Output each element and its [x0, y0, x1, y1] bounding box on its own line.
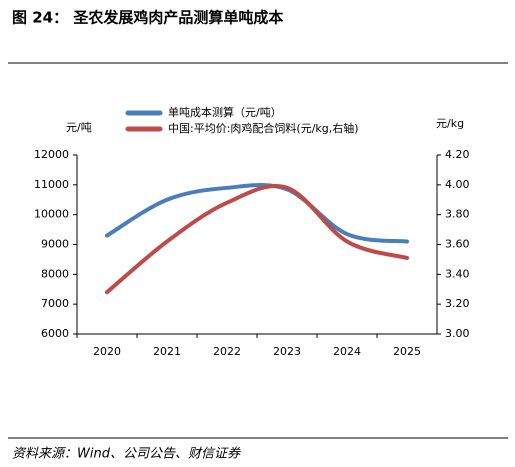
legend-label: 单吨成本测算（元/吨）: [168, 105, 282, 119]
y2-axis-label: 元/kg: [436, 117, 464, 130]
page-title: 图 24： 圣农发展鸡肉产品测算单吨成本: [12, 9, 283, 27]
y2-tick-label: 4.20: [445, 148, 470, 161]
legend-label: 中国:平均价:肉鸡配合饲料(元/kg,右轴): [168, 121, 359, 135]
y-tick-label: 10000: [34, 208, 69, 221]
x-tick-label: 2020: [93, 345, 121, 358]
y-axis-label: 元/吨: [66, 121, 92, 134]
source: 资料来源：Wind、公司公告、财信证券: [12, 447, 241, 462]
y2-tick-label: 3.00: [445, 327, 470, 340]
x-tick-label: 2023: [273, 345, 301, 358]
y-tick-label: 7000: [41, 297, 69, 310]
y2-tick-label: 4.00: [445, 178, 470, 191]
y2-tick-label: 3.20: [445, 297, 470, 310]
x-tick-label: 2021: [153, 345, 181, 358]
series-line: [105, 182, 409, 244]
y-tick-label: 9000: [41, 238, 69, 251]
y-tick-label: 11000: [34, 178, 69, 191]
series-line: [105, 184, 409, 295]
y2-tick-label: 3.60: [445, 238, 470, 251]
x-tick-label: 2024: [333, 345, 361, 358]
y-tick-label: 6000: [41, 327, 69, 340]
y-tick-label: 12000: [34, 148, 69, 161]
y-tick-label: 8000: [41, 267, 69, 280]
y2-tick-label: 3.80: [445, 208, 470, 221]
y2-tick-label: 3.40: [445, 267, 470, 280]
x-tick-label: 2022: [213, 345, 241, 358]
x-tick-label: 2025: [393, 345, 421, 358]
